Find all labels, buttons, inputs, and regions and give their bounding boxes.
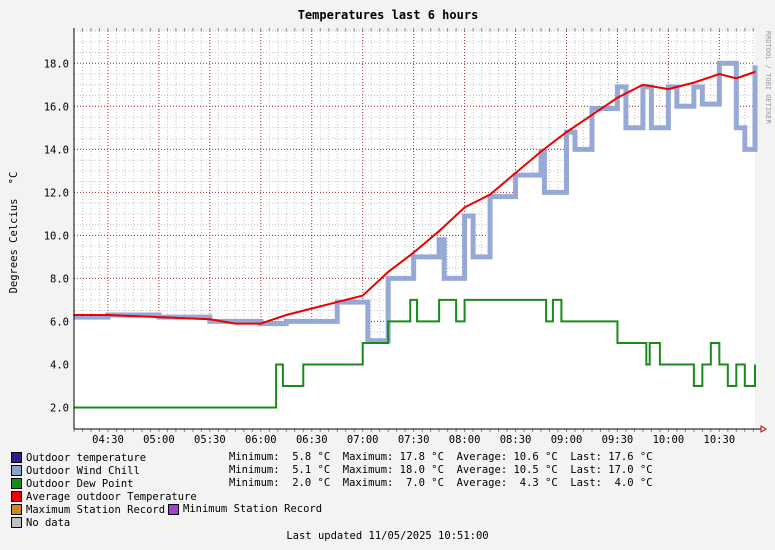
average-temperature-point <box>234 322 237 325</box>
y-axis-label: Degrees Celcius <box>8 199 20 294</box>
average-temperature-point <box>310 307 313 310</box>
legend-stats: Minimum: 2.0 °C Maximum: 7.0 °C Average:… <box>229 477 653 489</box>
average-temperature-point <box>463 206 466 209</box>
wind-chill-series <box>74 60 758 344</box>
average-temperature-point <box>514 172 517 174</box>
legend-item: Average outdoor Temperature <box>11 490 197 503</box>
average-temperature-series <box>74 70 756 325</box>
x-tick-label: 05:00 <box>143 434 175 446</box>
legend-swatch <box>11 478 22 489</box>
wind-chill-base <box>74 63 755 430</box>
legend-item: No data <box>11 516 70 529</box>
x-tick-label: 08:30 <box>500 434 532 446</box>
legend-stats: Minimum: 5.8 °C Maximum: 17.8 °C Average… <box>229 451 653 463</box>
average-temperature-point <box>209 318 211 321</box>
legend-label: Maximum Station Record <box>26 503 166 516</box>
y-tick-label: 2.0 <box>50 402 69 414</box>
average-temperature-point <box>642 83 644 86</box>
y-tick-label: 8.0 <box>50 273 69 285</box>
average-temperature-point <box>565 131 568 133</box>
legend-swatch <box>11 517 22 528</box>
average-temperature-point <box>693 81 695 84</box>
y-axis-unit: °C <box>8 172 20 185</box>
legend-label: Outdoor Dew Point <box>26 477 134 490</box>
x-tick-label: 08:00 <box>449 434 481 446</box>
legend-label: Average outdoor Temperature <box>26 490 197 503</box>
legend-label: No data <box>26 516 71 529</box>
y-tick-label: 4.0 <box>50 359 69 371</box>
legend-item: Outdoor temperature <box>11 451 146 464</box>
average-temperature-point <box>336 301 339 303</box>
average-temperature-point <box>438 230 440 232</box>
average-temperature-point <box>735 77 738 80</box>
average-temperature-point <box>718 73 721 75</box>
average-temperature-point <box>667 88 670 90</box>
x-tick-label: 09:30 <box>602 434 634 446</box>
legend-item: Maximum Station Record <box>11 503 165 516</box>
legend-swatch <box>11 452 22 463</box>
dew-point-series <box>74 298 756 409</box>
y-tick-label: 14.0 <box>44 144 69 156</box>
average-temperature-point <box>158 316 160 318</box>
x-tick-label: 10:00 <box>653 434 685 446</box>
legend-label: Outdoor Wind Chill <box>26 464 140 477</box>
x-tick-label: 04:30 <box>92 434 124 446</box>
average-temperature-point <box>361 294 364 297</box>
y-tick-label: 18.0 <box>44 58 69 70</box>
y-tick-label: 12.0 <box>44 187 69 199</box>
legend-swatch <box>11 491 22 502</box>
legend-swatch <box>168 503 179 515</box>
x-tick-label: 07:30 <box>398 434 430 446</box>
x-tick-label: 05:30 <box>194 434 226 446</box>
x-tick-label: 09:00 <box>551 434 583 446</box>
average-temperature-point <box>489 193 491 196</box>
average-temperature-point <box>412 251 415 254</box>
x-tick-label: 07:00 <box>347 434 379 446</box>
y-tick-label: 6.0 <box>50 316 69 328</box>
y-tick-label: 16.0 <box>44 101 69 113</box>
average-temperature-point <box>616 96 619 99</box>
legend-swatch <box>11 504 22 515</box>
legend-label: Minimum Station Record <box>183 503 323 515</box>
average-temperature-point <box>387 271 389 273</box>
last-updated: Last updated 11/05/2025 10:51:00 <box>286 530 489 542</box>
x-tick-label: 06:00 <box>245 434 277 446</box>
chart-title: Temperatures last 6 hours <box>298 8 479 22</box>
legend-stats: Minimum: 5.1 °C Maximum: 18.0 °C Average… <box>229 464 653 476</box>
legend-label: Outdoor temperature <box>26 451 147 464</box>
legend-item: Minimum Station Record <box>168 503 322 515</box>
x-tick-label: 10:30 <box>704 434 736 446</box>
legend-swatch <box>11 465 22 476</box>
y-tick-label: 10.0 <box>44 230 69 242</box>
average-temperature-point <box>540 150 542 153</box>
average-temperature-point <box>754 71 756 73</box>
average-temperature-point <box>285 314 288 316</box>
rrdtool-watermark: RRDTOOL / TOBI OETIKER <box>764 31 772 125</box>
legend-item: Outdoor Wind Chill <box>11 464 140 477</box>
legend-item: Outdoor Dew Point <box>11 477 133 490</box>
x-tick-label: 06:30 <box>296 434 328 446</box>
average-temperature-point <box>260 322 262 325</box>
average-temperature-point <box>107 314 109 316</box>
average-temperature-point <box>591 114 593 116</box>
x-axis-arrow <box>760 425 767 433</box>
